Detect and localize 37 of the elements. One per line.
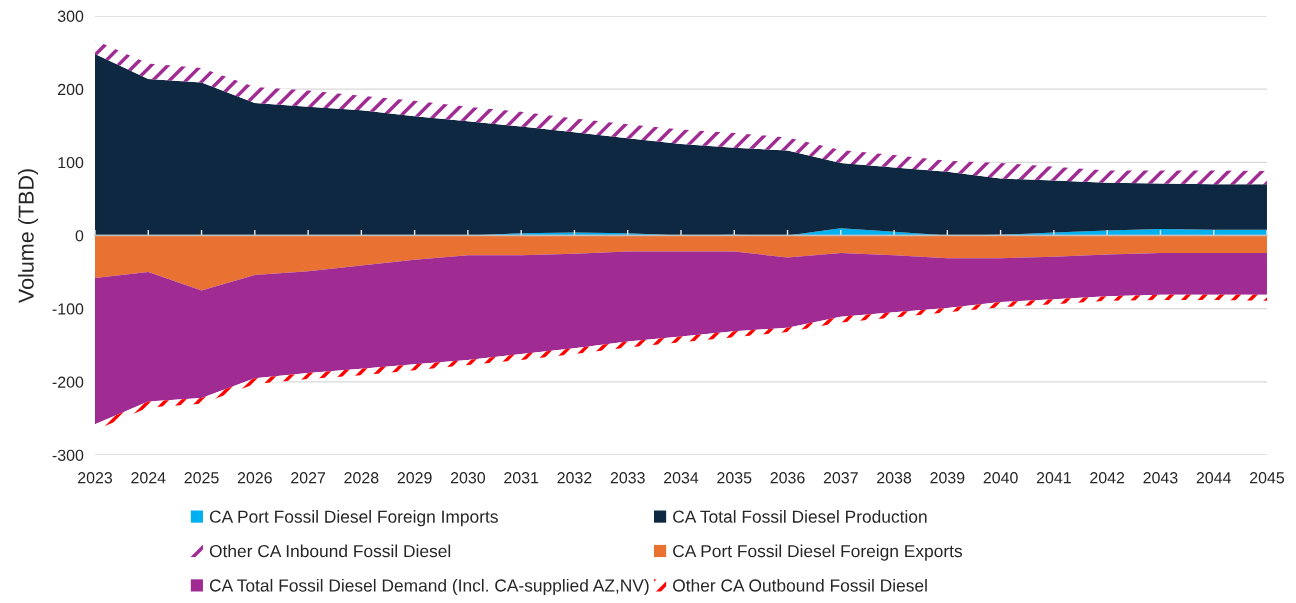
x-tick-label: 2041: [1036, 472, 1071, 484]
y-tick-label: 300: [57, 10, 84, 22]
legend-label: CA Port Fossil Diesel Foreign Imports: [209, 510, 498, 527]
x-tick-label: 2044: [1196, 472, 1231, 484]
x-tick-label: 2027: [291, 472, 326, 484]
y-tick-label: 200: [58, 83, 84, 96]
y-tick-label: -200: [52, 376, 84, 388]
x-tick-label: 2039: [930, 472, 965, 484]
x-tick-label: 2045: [1250, 472, 1285, 484]
y-tick-label: -100: [52, 303, 84, 315]
x-tick-label: 2024: [131, 472, 166, 484]
y-tick-label: 100: [58, 156, 84, 169]
legend-label: CA Total Fossil Diesel Demand (Incl. CA-supplied AZ,NV): [209, 578, 649, 596]
y-axis-title: Volume (TBD): [17, 169, 39, 303]
x-tick-label: 2032: [557, 472, 592, 484]
x-tick-label: 2029: [397, 472, 432, 484]
x-tick-label: 2043: [1143, 472, 1178, 484]
x-tick-label: 2038: [877, 472, 912, 484]
legend-label: Other CA Inbound Fossil Diesel: [209, 544, 451, 558]
x-tick-label: 2033: [610, 472, 645, 484]
legend-label: CA Port Fossil Diesel Foreign Exports: [673, 544, 963, 561]
y-tick-label: 0: [75, 230, 84, 242]
x-tick-label: 2035: [717, 472, 752, 484]
legend-label: Other CA Outbound Fossil Diesel: [673, 578, 927, 592]
x-tick-label: 2030: [450, 472, 486, 484]
x-tick-label: 2031: [504, 472, 539, 484]
x-tick-label: 2040: [983, 472, 1018, 484]
x-tick-label: 2023: [78, 472, 113, 484]
x-tick-label: 2042: [1090, 472, 1125, 484]
x-tick-label: 2037: [823, 472, 858, 484]
x-tick-label: 2036: [770, 472, 805, 484]
x-tick-label: 2028: [344, 472, 379, 484]
y-tick-label: -300: [52, 449, 84, 461]
legend-label: CA Total Fossil Diesel Production: [673, 510, 927, 523]
x-tick-label: 2034: [664, 472, 699, 484]
x-tick-label: 2025: [184, 472, 219, 484]
x-tick-label: 2026: [237, 472, 272, 484]
